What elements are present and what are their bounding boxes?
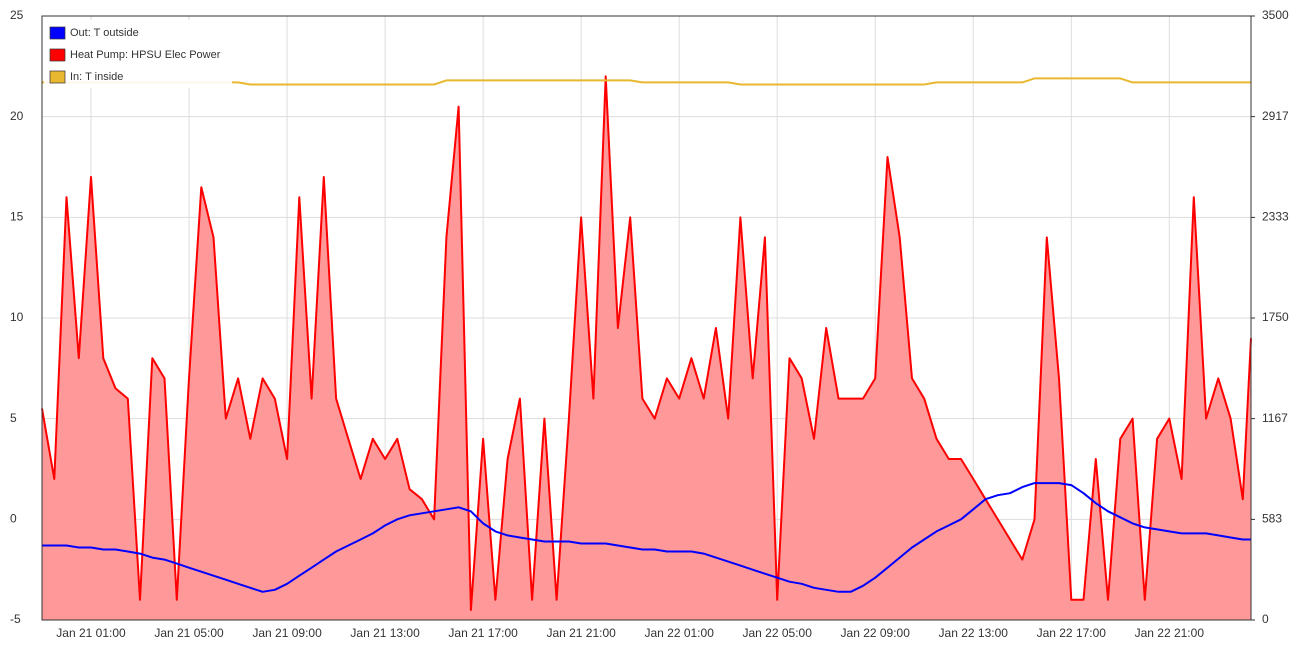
plot xyxy=(41,75,1252,620)
y2-tick-label: 583 xyxy=(1262,512,1282,526)
legend-swatch xyxy=(49,26,66,40)
y-tick-label: 10 xyxy=(10,310,24,324)
legend: Out: T outside Heat Pump: HPSU Elec Power… xyxy=(44,20,232,88)
y-tick-label: 15 xyxy=(10,210,24,224)
axes: -5 0 5 10 15 20 25 0 583 1167 1750 2333 2917 3500 Jan … xyxy=(10,8,1289,640)
x-tick-label: Jan 21 13:00 xyxy=(350,626,420,640)
y-tick-label: -5 xyxy=(10,612,21,626)
x-tick-label: Jan 22 05:00 xyxy=(742,626,812,640)
x-tick-label: Jan 21 17:00 xyxy=(448,626,518,640)
x-tick-label: Jan 21 01:00 xyxy=(56,626,126,640)
legend-label: In: T inside xyxy=(70,71,123,83)
y-tick-label: 0 xyxy=(10,512,17,526)
x-tick-label: Jan 21 09:00 xyxy=(252,626,322,640)
series-line xyxy=(41,75,1252,611)
series-line xyxy=(42,482,1251,593)
x-tick-label: Jan 22 21:00 xyxy=(1135,626,1205,640)
y-tick-label: 20 xyxy=(10,109,24,123)
x-tick-label: Jan 22 09:00 xyxy=(841,626,911,640)
y2-tick-label: 1750 xyxy=(1262,310,1289,324)
y2-tick-label: 1167 xyxy=(1262,411,1288,425)
y2-tick-label: 3500 xyxy=(1262,8,1289,22)
legend-box xyxy=(44,20,232,88)
x-tick-label: Jan 21 05:00 xyxy=(154,626,224,640)
legend-label: Heat Pump: HPSU Elec Power xyxy=(70,49,221,61)
legend-label: Out: T outside xyxy=(70,27,139,39)
x-tick-label: Jan 22 13:00 xyxy=(939,626,1009,640)
x-tick-label: Jan 22 01:00 xyxy=(644,626,714,640)
x-tick-label: Jan 22 17:00 xyxy=(1037,626,1107,640)
y2-tick-label: 2917 xyxy=(1262,109,1289,123)
x-tick-label: Jan 21 21:00 xyxy=(546,626,616,640)
y2-tick-label: 0 xyxy=(1262,612,1269,626)
y2-tick-label: 2333 xyxy=(1262,210,1289,224)
series-line xyxy=(42,77,1251,86)
y-tick-label: 25 xyxy=(10,8,24,22)
legend-swatch xyxy=(49,70,66,84)
y-tick-label: 5 xyxy=(10,411,17,425)
series-area xyxy=(42,76,1251,620)
legend-swatch xyxy=(49,48,66,62)
